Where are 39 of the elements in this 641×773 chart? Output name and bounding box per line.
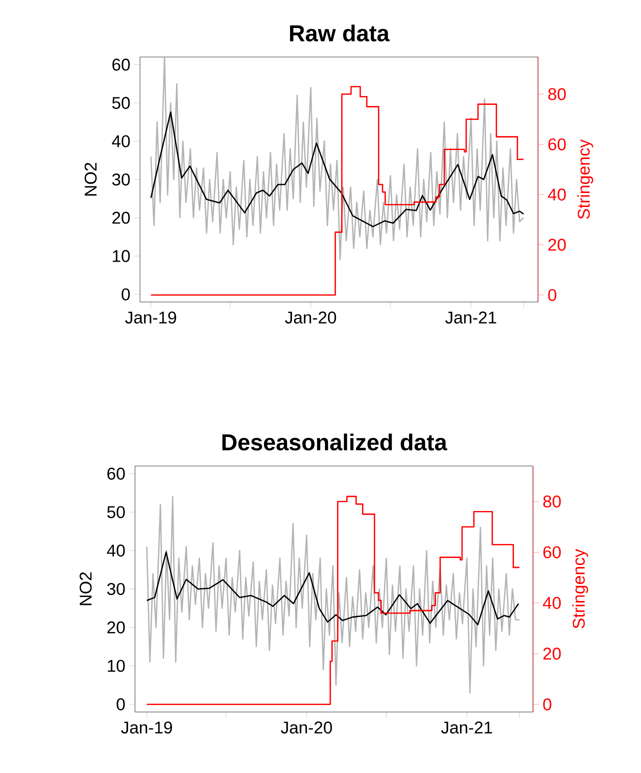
y-tick-label: 20	[107, 621, 125, 634]
y-tick-label: 10	[108, 660, 125, 672]
y2-tick-label: 40	[542, 596, 561, 609]
x-tick-label: Jan-21	[445, 312, 496, 324]
y-tick-label: 60	[107, 468, 125, 480]
line-series	[146, 551, 520, 626]
y2-tick-label: 0	[548, 288, 556, 301]
y-axis-title: NO2	[80, 572, 92, 606]
y2-tick-label: 60	[543, 546, 561, 558]
y2-tick-label: 80	[543, 495, 561, 508]
y-tick-label: 30	[107, 582, 125, 596]
chart-title: Deseasonalized data	[222, 434, 448, 450]
line-series	[150, 56, 524, 261]
y2-tick-label: 20	[543, 648, 561, 660]
y2-tick-label: 80	[548, 88, 566, 100]
y-axis-title: NO2	[84, 162, 97, 196]
x-tick-label: Jan-20	[280, 722, 332, 734]
chart-title: Raw data	[290, 24, 390, 42]
y-tick-label: 50	[107, 506, 125, 518]
y2-tick-label: 40	[548, 188, 566, 201]
y-tick-label: 50	[112, 96, 130, 109]
x-tick-label: Jan-19	[121, 722, 172, 734]
y2-tick-label: 0	[543, 698, 552, 710]
y-tick-label: 20	[112, 212, 130, 224]
y-tick-label: 10	[112, 250, 130, 262]
y-tick-label: 0	[116, 698, 125, 710]
y2-axis-title: Stringency	[572, 548, 588, 628]
y-tick-label: 40	[106, 544, 125, 557]
y-tick-label: 0	[122, 288, 130, 300]
line-series	[150, 111, 524, 228]
x-tick-label: Jan-19	[125, 312, 176, 324]
y2-tick-label: 60	[548, 138, 566, 150]
x-tick-label: Jan-21	[441, 722, 492, 734]
x-tick-label: Jan-20	[285, 312, 336, 324]
y2-tick-label: 20	[548, 238, 566, 251]
y-tick-label: 30	[112, 173, 130, 186]
y2-axis-title: Stringency	[577, 139, 594, 219]
y-tick-label: 40	[112, 135, 130, 148]
y-tick-label: 60	[112, 58, 130, 71]
